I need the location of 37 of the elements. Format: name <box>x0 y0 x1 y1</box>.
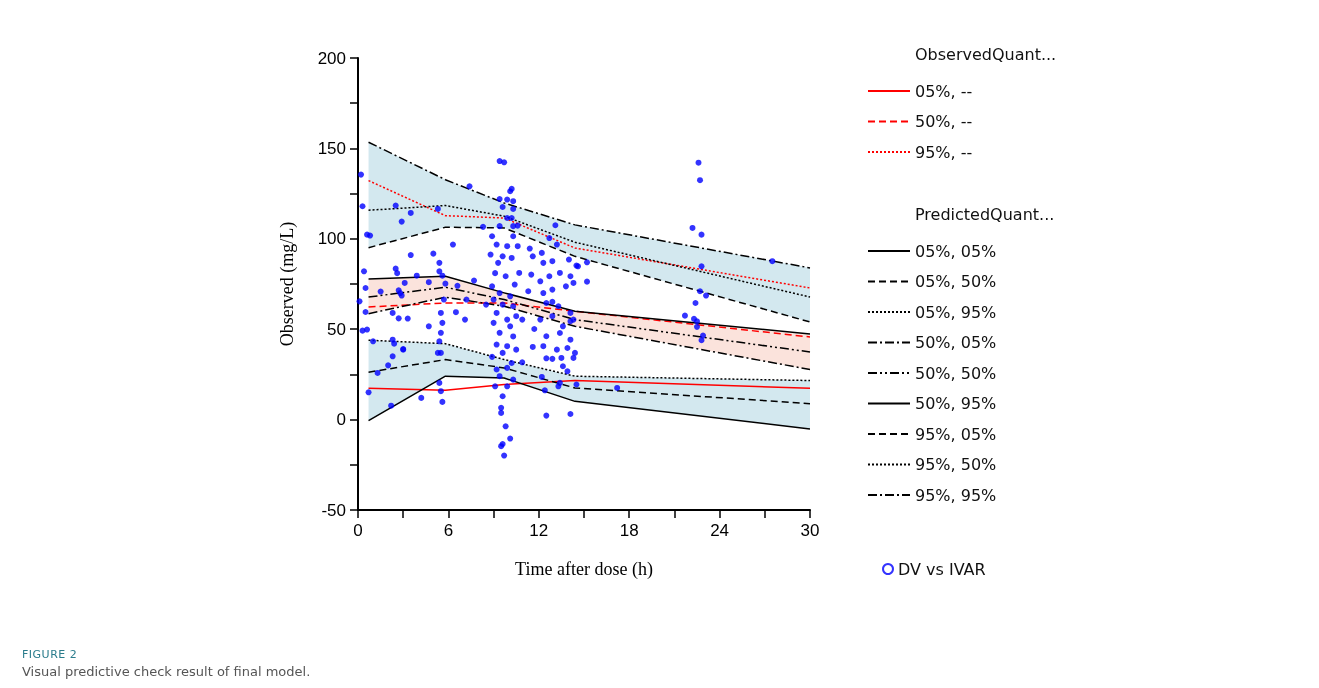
legend-label: 05%, 50% <box>915 272 997 291</box>
legend-label: 95%, -- <box>915 142 973 162</box>
legend-label: 95%, 50% <box>915 455 997 474</box>
line-series <box>367 141 811 269</box>
legend-label: 05%, 95% <box>915 302 997 322</box>
y-tick-label: 50 <box>327 319 346 339</box>
caption: FIGURE 2 <box>22 648 79 661</box>
x-tick-label: 6 <box>443 521 454 540</box>
legend-label: 05%, 05% <box>915 241 997 261</box>
line-series <box>367 179 811 289</box>
text: PredictedQuant... <box>915 204 1055 224</box>
x-tick-label: 30 <box>800 521 820 540</box>
line-series <box>367 375 811 430</box>
x-axis-title: Time after dose (h) <box>515 559 653 580</box>
legend-label: 05%, -- <box>915 81 973 101</box>
legend-label: 50%, 50% <box>915 363 997 383</box>
legend-label: 95%, 05% <box>915 424 997 444</box>
y-tick-label: 200 <box>317 48 346 68</box>
y-tick-label: -50 <box>321 500 346 520</box>
legend-label: 50%, 95% <box>915 394 997 413</box>
legend-label: 95%, 95% <box>915 485 997 505</box>
legend-label: 50%, -- <box>915 112 973 131</box>
legend-label: DV vs IVAR <box>898 559 986 579</box>
line-series <box>367 339 811 382</box>
x-tick-label: 24 <box>710 521 730 540</box>
y-axis-title: Observed (mg/L) <box>277 221 298 347</box>
text: Visual predictive check result of final model. <box>22 664 311 679</box>
y-tick-label: 0 <box>336 410 346 430</box>
y-tick-label: 100 <box>317 229 346 249</box>
y-tick-label: 150 <box>317 138 346 158</box>
x-tick-label: 18 <box>619 521 639 540</box>
line-series <box>367 204 811 298</box>
legend-label: 50%, 05% <box>915 333 997 352</box>
text: ObservedQuant... <box>915 44 1057 64</box>
x-tick-label: 0 <box>353 521 363 540</box>
x-tick-label: 12 <box>529 521 549 540</box>
line-series <box>367 358 811 405</box>
